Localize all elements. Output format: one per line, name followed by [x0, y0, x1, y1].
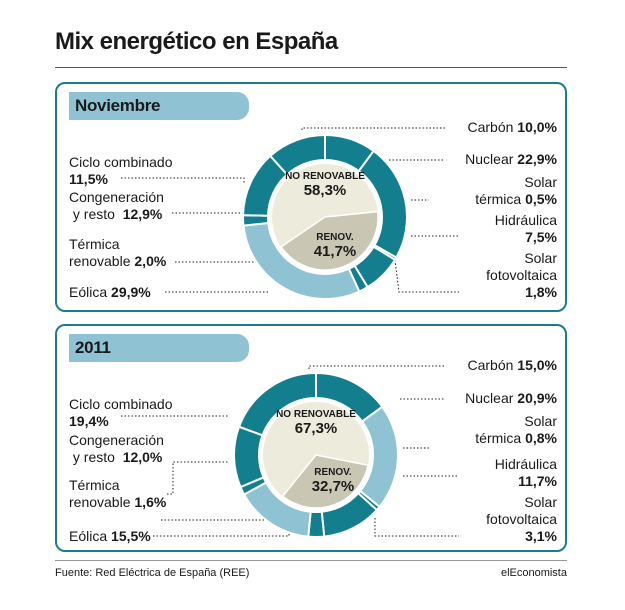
footer-source: Fuente: Red Eléctrica de España (REE)	[55, 567, 250, 579]
label-solar-termica: Solar térmica 0,8%	[475, 413, 557, 446]
center-no-renovable-label: NO RENOVABLE	[276, 409, 356, 420]
donut-chart-2011	[233, 371, 399, 538]
panel-title-noviembre: Noviembre	[75, 96, 161, 115]
label-solar-termica: Solar térmica 0,5%	[475, 174, 557, 207]
panel-2011: 2011 NO RENOVABLE 67,3% RENOV. 32,7% Car…	[55, 324, 567, 552]
label-nuclear: Nuclear 22,9%	[465, 151, 557, 167]
label-eolica: Eólica 15,5%	[69, 528, 151, 544]
center-renovable-2011: RENOV. 32,7%	[303, 467, 363, 496]
inner-renovable	[281, 454, 369, 509]
label-eolica: Eólica 29,9%	[69, 284, 151, 300]
label-carbon: Carbón 10,0%	[467, 119, 557, 135]
center-renovable-label: RENOV.	[316, 232, 354, 243]
center-renovable-label: RENOV.	[314, 467, 352, 478]
label-termica-renovable: Térmica renovable 1,6%	[69, 477, 167, 510]
center-no-renovable-value: 58,3%	[303, 182, 347, 199]
panel-header-noviembre: Noviembre	[69, 92, 249, 120]
title-divider	[55, 67, 567, 68]
slice-congeneracion-y-resto	[233, 425, 265, 489]
label-ciclo-combinado: Ciclo combinado 19,4%	[69, 396, 173, 429]
label-hidraulica: Hidráulica 11,7%	[494, 456, 557, 489]
center-no-renovable-2011: NO RENOVABLE 67,3%	[266, 409, 366, 438]
label-ciclo-combinado: Ciclo combinado 11,5%	[69, 154, 173, 187]
center-no-renovable-value: 67,3%	[294, 420, 338, 437]
footer-divider	[55, 560, 567, 561]
center-renovable-noviembre: RENOV. 41,7%	[305, 232, 365, 261]
donut-chart-noviembre	[241, 133, 408, 300]
center-renovable-value: 32,7%	[311, 478, 355, 495]
center-renovable-value: 41,7%	[313, 243, 357, 260]
slice-termica-renovable	[242, 214, 270, 227]
label-nuclear: Nuclear 20,9%	[465, 390, 557, 406]
panel-noviembre: Noviembre NO RENOVABLE 58,3% RENOV. 41,7…	[55, 82, 567, 312]
label-solar-fotovoltaica: Solar fotovoltaica 3,1%	[486, 494, 557, 544]
panel-title-2011: 2011	[75, 338, 111, 357]
footer-brand: elEconomista	[500, 567, 567, 579]
panel-header-2011: 2011	[69, 334, 249, 362]
center-no-renovable-label: NO RENOVABLE	[285, 171, 365, 182]
label-congeneracion: Congeneración y resto 12,9%	[69, 189, 164, 222]
center-no-renovable-noviembre: NO RENOVABLE 58,3%	[275, 171, 375, 200]
label-carbon: Carbón 15,0%	[467, 357, 557, 373]
slice-ciclo-combinado	[237, 371, 317, 437]
label-solar-fotovoltaica: Solar fotovoltaica 1,8%	[486, 250, 557, 300]
label-hidraulica: Hidráulica 7,5%	[494, 212, 557, 245]
label-termica-renovable: Térmica renovable 2,0%	[69, 236, 167, 269]
page-title: Mix energético en España	[55, 28, 338, 55]
slice-ciclo-combinado	[268, 133, 326, 176]
inner-renovable	[280, 210, 379, 271]
label-congeneracion: Congeneración y resto 12,0%	[69, 432, 164, 465]
